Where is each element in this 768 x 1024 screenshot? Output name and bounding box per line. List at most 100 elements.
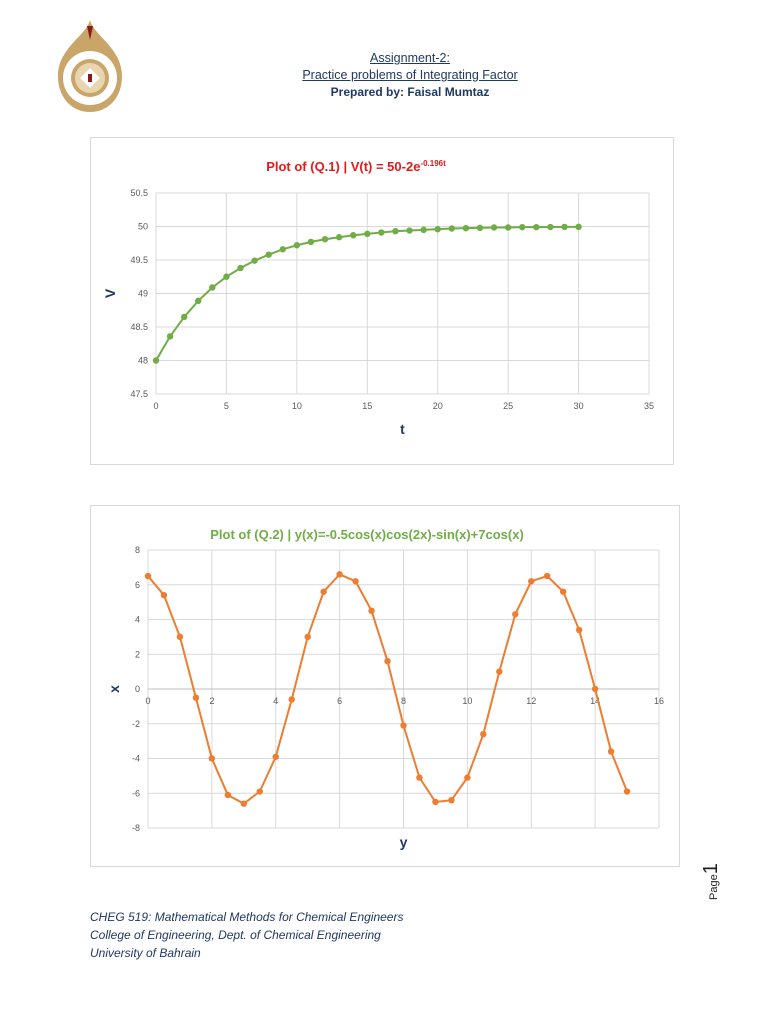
- y-tick-label: 50: [138, 222, 148, 232]
- data-point: [378, 229, 385, 236]
- data-point: [336, 571, 343, 578]
- data-point: [152, 357, 160, 364]
- data-point: [237, 264, 244, 272]
- y-tick-label: 8: [135, 545, 140, 555]
- data-point: [575, 626, 583, 634]
- data-point: [533, 223, 540, 231]
- x-tick-label: 10: [292, 401, 302, 411]
- data-point: [416, 774, 423, 781]
- data-point: [519, 223, 526, 231]
- data-point: [293, 242, 301, 249]
- data-point: [352, 578, 359, 585]
- x-axis-label: y: [400, 834, 408, 850]
- x-tick-label: 35: [644, 401, 654, 411]
- chart-title: Plot of (Q.1) | V(t) = 50-2e-0.196t: [266, 159, 446, 174]
- data-point: [265, 251, 272, 258]
- x-axis-label: t: [400, 421, 405, 437]
- y-tick-label: -6: [132, 788, 140, 798]
- data-point: [320, 588, 327, 595]
- data-point: [512, 611, 519, 618]
- y-axis-label: V: [102, 288, 118, 298]
- chart-title: Plot of (Q.2) | y(x)=-0.5cos(x)cos(2x)-s…: [210, 527, 524, 542]
- data-point: [192, 694, 200, 701]
- x-tick-label: 2: [209, 696, 214, 706]
- x-tick-label: 15: [362, 401, 372, 411]
- data-point: [364, 230, 371, 238]
- x-tick-label: 12: [526, 696, 536, 706]
- page-number: Page1: [700, 860, 740, 910]
- data-point: [547, 223, 554, 231]
- data-point: [272, 753, 279, 760]
- footer-college: College of Engineering, Dept. of Chemica…: [90, 928, 381, 942]
- x-tick-label: 20: [433, 401, 443, 411]
- data-point: [304, 633, 311, 641]
- y-tick-label: 47.5: [130, 389, 148, 399]
- data-point: [321, 236, 329, 243]
- chart-title-superscript: -0.196t: [420, 159, 446, 168]
- y-tick-label: 48: [138, 356, 148, 366]
- data-point: [400, 722, 407, 729]
- university-seal-icon: [58, 20, 122, 112]
- assignment-title: Assignment-2:: [370, 51, 450, 65]
- university-logo: [50, 18, 130, 114]
- data-point: [462, 224, 470, 232]
- data-point: [144, 572, 152, 580]
- data-point: [490, 224, 498, 231]
- data-point: [607, 748, 615, 755]
- data-point: [384, 658, 391, 665]
- data-point: [279, 246, 286, 253]
- assignment-author: Prepared by: Faisal Mumtaz: [330, 85, 490, 99]
- y-tick-label: 4: [135, 615, 140, 625]
- data-point: [335, 234, 343, 241]
- data-point: [160, 591, 168, 599]
- chart-q1-svg: 47.5 48 48.5 49 49.5 50 50.5 0 5 10 15 20 25 30 35 Plot…: [102, 159, 654, 437]
- x-tick-label: 30: [574, 401, 584, 411]
- data-point: [591, 685, 599, 693]
- document-footer: CHEG 519: Mathematical Methods for Chemi…: [90, 908, 403, 962]
- x-tick-label: 6: [337, 696, 342, 706]
- data-point: [406, 227, 413, 234]
- y-tick-label: 2: [135, 649, 140, 659]
- footer-course: CHEG 519: Mathematical Methods for Chemi…: [90, 910, 404, 924]
- x-tick-label: 8: [401, 696, 406, 706]
- data-point: [223, 273, 230, 280]
- y-tick-label: -8: [132, 823, 140, 833]
- y-tick-label: 6: [135, 580, 140, 590]
- document-header: Assignment-2: Practice problems of Integ…: [200, 50, 620, 101]
- data-point: [575, 223, 582, 231]
- x-tick-label: 10: [462, 696, 472, 706]
- data-point: [448, 225, 455, 232]
- footer-university: University of Bahrain: [90, 946, 201, 960]
- data-point: [288, 696, 295, 703]
- y-tick-label: -4: [132, 754, 140, 764]
- x-tick-label: 4: [273, 696, 278, 706]
- y-tick-label: 49.5: [130, 255, 148, 265]
- chart-q2: -8 -6 -4 -2 0 2 4 6 8 0 2 4 6 8 10 12 14 16 Plot of (Q.2) …: [90, 505, 680, 867]
- data-point: [476, 224, 484, 232]
- data-point: [180, 313, 188, 321]
- data-point: [504, 224, 512, 231]
- data-point: [528, 578, 535, 585]
- y-tick-label: 48.5: [130, 322, 148, 332]
- data-point: [434, 225, 441, 233]
- y-tick-label: 50.5: [130, 188, 148, 198]
- data-point: [209, 284, 216, 291]
- data-point: [544, 572, 551, 580]
- data-point: [251, 257, 258, 264]
- x-tick-label: 0: [153, 401, 158, 411]
- data-point: [195, 297, 202, 305]
- data-point: [496, 668, 503, 675]
- x-tick-label: 5: [224, 401, 229, 411]
- y-axis-label: x: [106, 685, 122, 693]
- data-point: [420, 226, 427, 234]
- data-point: [350, 232, 357, 239]
- y-tick-label: -2: [132, 719, 140, 729]
- data-point: [176, 633, 184, 641]
- data-point: [480, 730, 487, 738]
- data-point: [561, 223, 568, 231]
- data-point: [392, 227, 399, 235]
- chart-q2-svg: -8 -6 -4 -2 0 2 4 6 8 0 2 4 6 8 10 12 14 16 Plot of (Q.2) …: [106, 527, 664, 850]
- data-point: [432, 798, 439, 806]
- assignment-subtitle: Practice problems of Integrating Factor: [302, 68, 518, 82]
- page-word: Page: [708, 874, 720, 900]
